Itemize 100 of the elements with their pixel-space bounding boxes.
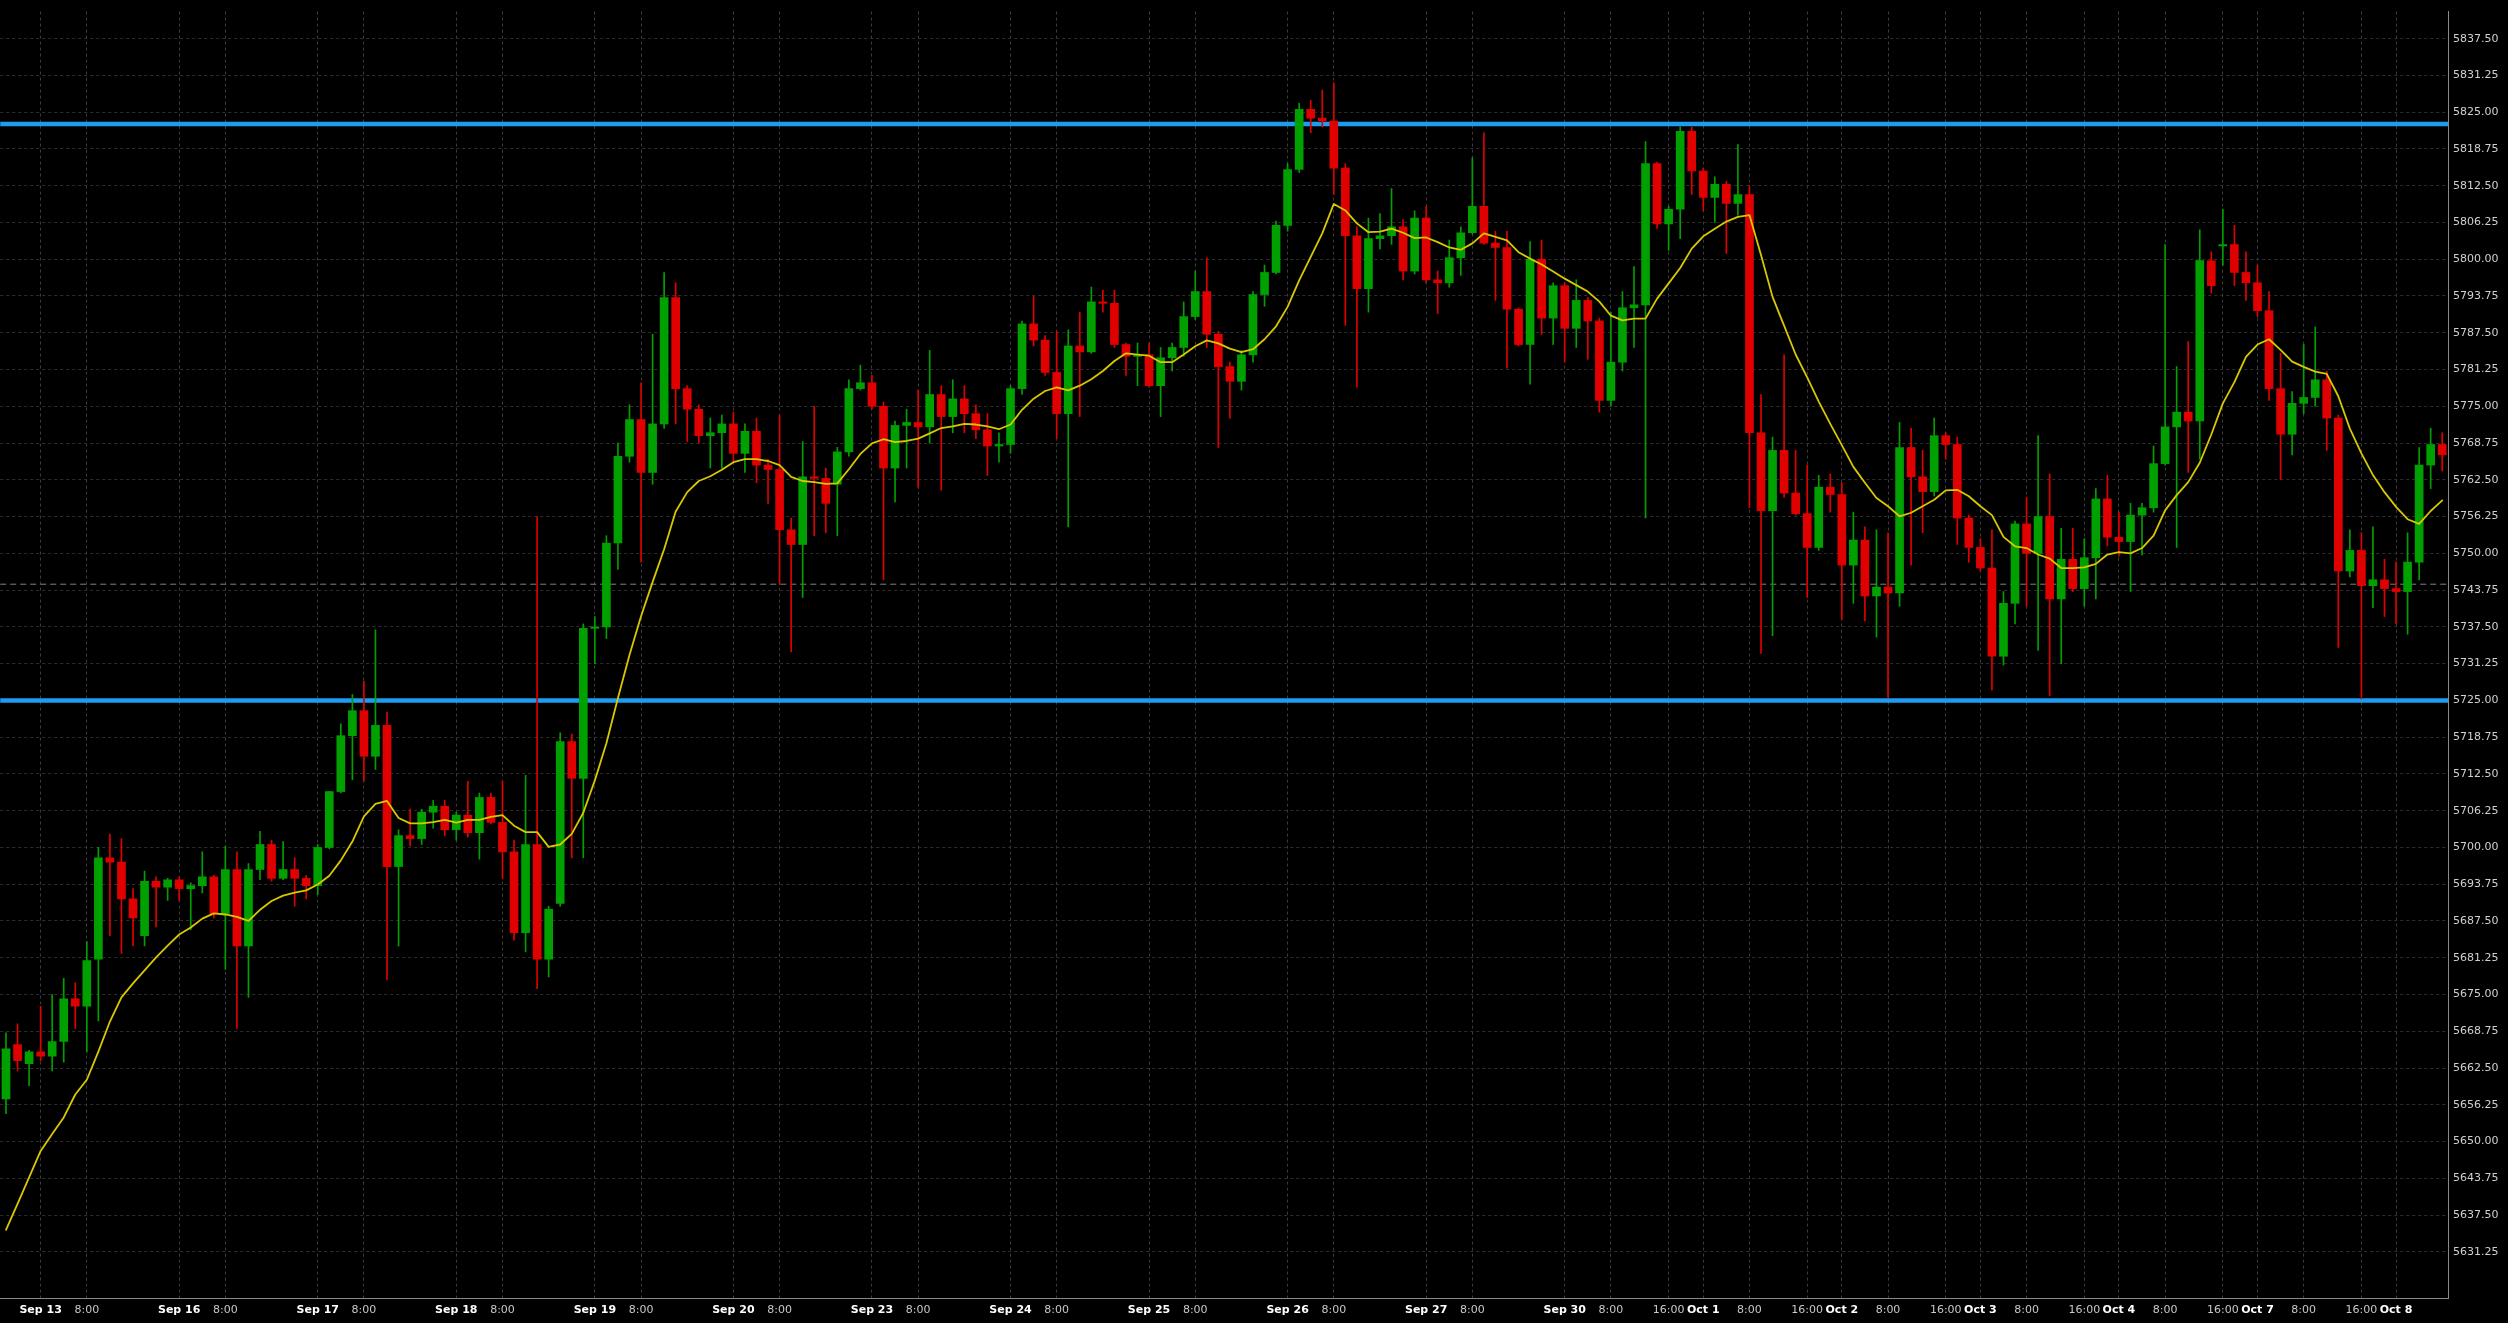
y-tick-label: 5787.50 (2453, 325, 2499, 339)
candlestick (2114, 511, 2124, 557)
x-tick-label: 16:00 (1791, 1303, 1824, 1317)
x-tick-label: 16:00 (1652, 1303, 1685, 1317)
y-tick-label: 5712.50 (2453, 766, 2499, 780)
candlestick (47, 994, 57, 1072)
y-tick-label: 5700.00 (2453, 840, 2499, 854)
candlestick (70, 982, 80, 1029)
x-tick-label: 16:00 (2068, 1303, 2101, 1317)
x-tick-label: Oct 2 (1825, 1303, 1859, 1317)
y-tick-label: 5762.50 (2453, 472, 2499, 486)
x-tick-label: Sep 24 (989, 1303, 1033, 1317)
x-tick-label: Sep 16 (157, 1303, 201, 1317)
y-tick-label: 5837.50 (2453, 31, 2499, 45)
candlestick (936, 385, 946, 491)
x-tick-label: Sep 20 (712, 1303, 755, 1317)
y-tick-label: 5725.00 (2453, 693, 2499, 707)
candlestick (2241, 251, 2251, 301)
candlestick (2033, 435, 2043, 651)
x-tick-label: 8:00 (767, 1303, 792, 1317)
y-tick-label: 5743.75 (2453, 582, 2499, 596)
x-tick-label: 8:00 (1044, 1303, 1070, 1317)
y-tick-label: 5781.25 (2453, 362, 2499, 376)
candlestick (1375, 213, 1385, 250)
candlestick (2299, 344, 2308, 414)
candlestick (2368, 526, 2378, 609)
y-tick-label: 5825.00 (2453, 105, 2499, 119)
candlestick (105, 833, 115, 936)
x-tick-label: 8:00 (1598, 1303, 1624, 1317)
y-tick-label: 5737.50 (2453, 619, 2499, 633)
candlestick (786, 517, 796, 653)
candlestick (532, 516, 542, 989)
candlestick (913, 389, 923, 488)
candlestick (197, 851, 207, 894)
y-tick-label: 5675.00 (2453, 987, 2499, 1001)
candlestick (705, 417, 715, 469)
y-tick-label: 5750.00 (2453, 546, 2499, 560)
candlestick (1629, 266, 1639, 348)
y-tick-label: 5775.00 (2453, 399, 2499, 413)
x-tick-label: Oct 3 (1964, 1303, 1997, 1317)
y-tick-label: 5818.75 (2453, 141, 2499, 155)
x-tick-label: Sep 18 (435, 1303, 478, 1317)
x-tick-label: Sep 30 (1543, 1303, 1587, 1317)
candlestick (809, 405, 819, 537)
y-tick-label: 5662.50 (2453, 1060, 2499, 1074)
candlestick (2160, 244, 2170, 466)
x-tick-label: 8:00 (1737, 1303, 1762, 1317)
candlestick (1825, 473, 1835, 513)
x-tick-label: Sep 27 (1404, 1303, 1448, 1317)
x-tick-label: 8:00 (905, 1303, 931, 1317)
x-tick-label: 8:00 (1460, 1303, 1485, 1317)
candlestick (405, 808, 415, 847)
x-tick-label: Sep 26 (1266, 1303, 1310, 1317)
x-tick-label: 8:00 (351, 1303, 377, 1317)
x-tick-label: 8:00 (213, 1303, 238, 1317)
x-tick-label: 8:00 (2152, 1303, 2178, 1317)
y-tick-label: 5756.25 (2453, 509, 2499, 523)
x-tick-label: Sep 17 (296, 1303, 339, 1317)
x-tick-label: 8:00 (74, 1303, 100, 1317)
candlestick (186, 882, 196, 931)
x-tick-label: 8:00 (1875, 1303, 1901, 1317)
x-tick-label: Oct 7 (2241, 1303, 2274, 1317)
y-tick-label: 5631.25 (2453, 1244, 2499, 1258)
candlestick (1733, 144, 1743, 216)
y-tick-label: 5800.00 (2453, 252, 2499, 266)
y-tick-label: 5793.75 (2453, 288, 2499, 302)
x-tick-label: 8:00 (628, 1303, 654, 1317)
x-tick-label: 8:00 (1182, 1303, 1208, 1317)
candlestick (1075, 311, 1085, 417)
x-tick-label: Oct 4 (2102, 1303, 2136, 1317)
candlestick (1433, 270, 1443, 314)
x-tick-label: Sep 13 (19, 1303, 62, 1317)
y-tick-label: 5693.75 (2453, 877, 2499, 891)
x-tick-label: 8:00 (2014, 1303, 2039, 1317)
y-tick-label: 5812.50 (2453, 178, 2499, 192)
x-tick-label: 16:00 (2345, 1303, 2378, 1317)
x-tick-label: Sep 19 (573, 1303, 617, 1317)
x-tick-label: 8:00 (490, 1303, 515, 1317)
y-tick-label: 5643.75 (2453, 1171, 2499, 1185)
candlestick (2391, 561, 2401, 625)
y-tick-label: 5731.25 (2453, 656, 2499, 670)
x-tick-label: 8:00 (1321, 1303, 1347, 1317)
y-tick-label: 5706.25 (2453, 803, 2499, 817)
x-tick-label: Sep 25 (1127, 1303, 1171, 1317)
y-tick-label: 5831.25 (2453, 68, 2499, 82)
x-tick-label: Oct 8 (2379, 1303, 2413, 1317)
candlestick (2183, 341, 2193, 473)
x-tick-label: 16:00 (1929, 1303, 1962, 1317)
y-tick-label: 5687.50 (2453, 913, 2499, 927)
y-tick-label: 5681.25 (2453, 950, 2499, 964)
x-tick-label: 8:00 (2291, 1303, 2317, 1317)
y-tick-label: 5806.25 (2453, 215, 2499, 229)
x-tick-label: 16:00 (2207, 1303, 2239, 1317)
y-tick-label: 5656.25 (2453, 1097, 2499, 1111)
x-tick-label: Oct 1 (1686, 1303, 1720, 1317)
y-tick-label: 5637.50 (2453, 1207, 2499, 1221)
candlestick (1906, 428, 1916, 566)
y-tick-label: 5668.75 (2453, 1024, 2499, 1038)
y-tick-label: 5768.75 (2453, 435, 2499, 449)
candlestick (2137, 503, 2147, 556)
